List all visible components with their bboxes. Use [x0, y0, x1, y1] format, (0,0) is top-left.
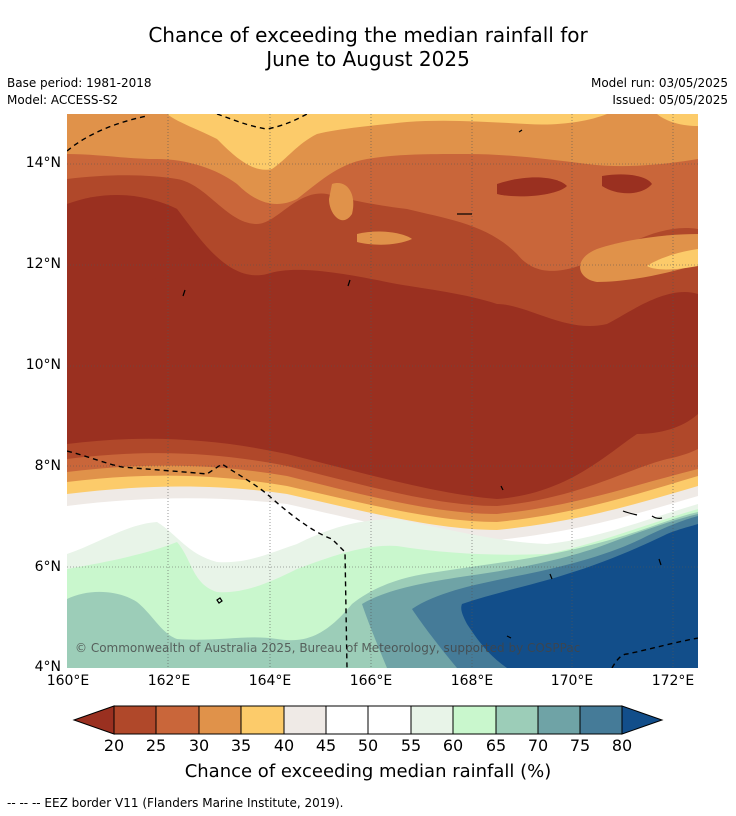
colorbar-tick: 35	[230, 736, 252, 755]
colorbar-swatch	[156, 706, 199, 734]
lat-label-4n: 4°N	[34, 659, 61, 675]
colorbar-tick: 70	[527, 736, 549, 755]
copyright-notice: © Commonwealth of Australia 2025, Bureau…	[75, 641, 581, 655]
colorbar-swatch	[453, 706, 496, 734]
model-name: Model: ACCESS-S2	[7, 93, 119, 107]
map-title-line1: Chance of exceeding the median rainfall …	[148, 23, 588, 47]
patch-east-35-40	[647, 249, 698, 270]
colorbar-dividers	[155, 706, 581, 734]
colorbar-swatch	[496, 706, 538, 734]
eez-border	[67, 114, 698, 668]
colorbar-tick: 60	[442, 736, 464, 755]
lat-label-14n: 14°N	[25, 155, 61, 171]
colorbar-tick: 45	[315, 736, 337, 755]
colorbar-tick: 25	[145, 736, 167, 755]
colorbar-swatch	[411, 706, 453, 734]
islands	[182, 129, 663, 639]
colorbar-swatch	[538, 706, 580, 734]
issued-date: Issued: 05/05/2025	[612, 93, 728, 107]
lon-label-168e: 168°E	[450, 673, 494, 689]
colorbar-tick: 30	[188, 736, 210, 755]
patch-orange-2	[329, 183, 354, 221]
base-period: Base period: 1981-2018	[7, 76, 152, 90]
map-svg	[67, 114, 698, 668]
lon-label-166e: 166°E	[349, 673, 393, 689]
lon-label-170e: 170°E	[550, 673, 594, 689]
colorbar-tick: 80	[611, 736, 633, 755]
colorbar-swatch	[580, 706, 622, 734]
colorbar-swatch	[241, 706, 284, 734]
colorbar-tick: 50	[357, 736, 379, 755]
model-run: Model run: 03/05/2025	[590, 76, 728, 90]
colorbar-swatch	[284, 706, 326, 734]
lon-label-162e: 162°E	[147, 673, 191, 689]
lon-label-172e: 172°E	[651, 673, 695, 689]
graticule	[67, 114, 698, 668]
map-title-line2: June to August 2025	[266, 47, 470, 71]
region-35-40-northeast	[657, 114, 698, 126]
rainfall-map	[67, 114, 698, 668]
lon-label-160e: 160°E	[46, 673, 90, 689]
colorbar	[72, 705, 664, 735]
region-35-40-north	[167, 114, 607, 170]
colorbar-extend-high	[621, 705, 664, 735]
patch-east-30-35	[580, 234, 698, 282]
lat-label-8n: 8°N	[34, 458, 61, 474]
colorbar-tick: 65	[485, 736, 507, 755]
colorbar-swatch	[114, 706, 156, 734]
colorbar-extend-low	[72, 705, 115, 735]
lon-label-164e: 164°E	[248, 673, 292, 689]
colorbar-title: Chance of exceeding median rainfall (%)	[184, 761, 552, 782]
colorbar-tick: 55	[400, 736, 422, 755]
colorbar-swatch	[326, 706, 368, 734]
lat-label-6n: 6°N	[34, 559, 61, 575]
colorbar-tick: 20	[103, 736, 125, 755]
patch-dark-1	[497, 177, 567, 197]
colorbar-swatch	[199, 706, 241, 734]
patch-left-dark	[67, 194, 183, 289]
colorbar-swatch	[368, 706, 411, 734]
region-above-80	[461, 524, 698, 668]
eez-footnote: -- -- -- EEZ border V11 (Flanders Marine…	[7, 796, 344, 810]
lat-label-10n: 10°N	[25, 357, 61, 373]
colorbar-tick: 75	[569, 736, 591, 755]
colorbar-tick: 40	[273, 736, 295, 755]
lat-label-12n: 12°N	[25, 256, 61, 272]
patch-dark-2	[602, 174, 652, 194]
